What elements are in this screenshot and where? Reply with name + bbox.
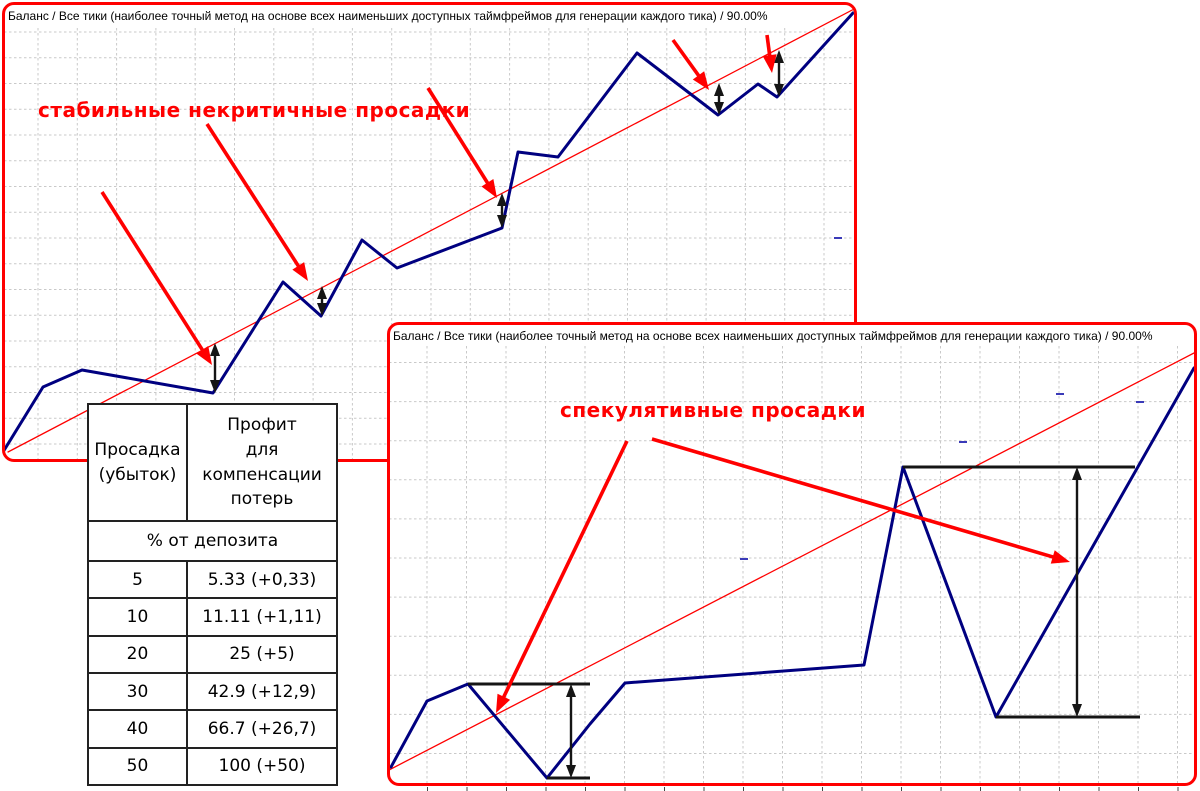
profit-cell: 100 (+50) xyxy=(186,746,338,787)
red-pointer-arrow xyxy=(651,437,1062,562)
annotation-stable-drawdowns: стабильные некритичные просадки xyxy=(38,98,471,122)
compensation-table-grid: Просадка (убыток) Профит для компенсации… xyxy=(87,403,338,787)
drawdown-arrow-head-up xyxy=(1072,467,1082,480)
table-row: 20 25 (+5) xyxy=(87,634,338,674)
red-pointer-arrow xyxy=(498,440,629,706)
red-pointer-arrow xyxy=(426,87,494,192)
table-row: 40 66.7 (+26,7) xyxy=(87,709,338,749)
balance-line xyxy=(390,366,1194,780)
table-row: 10 11.11 (+1,11) xyxy=(87,597,338,637)
col-header-profit: Профит для компенсации потерь xyxy=(186,403,338,522)
drawdown-arrow-head-down xyxy=(1072,704,1082,717)
drawdown-cell: 40 xyxy=(87,709,188,749)
chart-title-bottom: Баланс / Все тики (наиболее точный метод… xyxy=(393,329,1153,343)
drawdown-arrow-head-up xyxy=(774,50,784,63)
drawdown-arrow-head-up xyxy=(566,684,576,697)
profit-cell: 11.11 (+1,11) xyxy=(186,597,338,637)
profit-cell: 66.7 (+26,7) xyxy=(186,709,338,749)
red-pointer-arrow-head xyxy=(481,179,497,198)
drawdown-cell: 5 xyxy=(87,559,188,600)
drawdown-arrow-head-down xyxy=(774,84,784,97)
red-pointer-arrow xyxy=(100,191,209,359)
table-subheader-row: % от депозита xyxy=(87,520,338,562)
balance-line xyxy=(5,11,854,452)
subheader-deposit-percent: % от депозита xyxy=(87,520,338,562)
red-pointer-arrow-head xyxy=(1050,550,1070,564)
profit-cell: 42.9 (+12,9) xyxy=(186,671,338,712)
red-pointer-arrow-head xyxy=(196,346,212,365)
profit-cell: 5.33 (+0,33) xyxy=(186,559,338,600)
table-row: 5 5.33 (+0,33) xyxy=(87,559,338,600)
drawdown-cell: 20 xyxy=(87,634,188,674)
red-pointer-arrow-head xyxy=(762,54,777,73)
drawdown-arrow-head-up xyxy=(210,343,220,356)
red-pointer-arrow xyxy=(205,123,305,275)
drawdown-arrow-head-up xyxy=(317,286,327,299)
table-row: 30 42.9 (+12,9) xyxy=(87,671,338,712)
profit-cell: 25 (+5) xyxy=(186,634,338,674)
drawdown-arrow-head-down xyxy=(210,380,220,393)
drawdown-cell: 50 xyxy=(87,746,188,787)
linear-trend-line xyxy=(7,8,854,453)
drawdown-arrow-head-down xyxy=(317,303,327,316)
table-header-row: Просадка (убыток) Профит для компенсации… xyxy=(87,403,338,522)
balance-chart-speculative xyxy=(390,346,1194,783)
balance-chart-panel-speculative: Баланс / Все тики (наиболее точный метод… xyxy=(387,322,1197,786)
drawdown-arrow-head-down xyxy=(566,765,576,778)
annotation-speculative-drawdowns: спекулятивные просадки xyxy=(560,398,866,422)
linear-trend-line xyxy=(390,352,1194,771)
drawdown-cell: 30 xyxy=(87,671,188,712)
table-row: 50 100 (+50) xyxy=(87,746,338,787)
drawdown-arrow-head-down xyxy=(714,102,724,115)
x-axis-ticks xyxy=(427,787,1187,791)
drawdown-arrow-head-up xyxy=(497,193,507,206)
red-pointer-arrow-head xyxy=(496,693,511,713)
drawdown-cell: 10 xyxy=(87,597,188,637)
compensation-table: Просадка (убыток) Профит для компенсации… xyxy=(87,403,338,787)
drawdown-arrow-head-down xyxy=(497,215,507,228)
red-pointer-arrow-head xyxy=(692,71,709,90)
drawdown-arrow-head-up xyxy=(714,83,724,96)
chart-title-top: Баланс / Все тики (наиболее точный метод… xyxy=(8,9,768,23)
red-pointer-arrow-head xyxy=(292,262,308,281)
col-header-drawdown: Просадка (убыток) xyxy=(87,403,188,522)
